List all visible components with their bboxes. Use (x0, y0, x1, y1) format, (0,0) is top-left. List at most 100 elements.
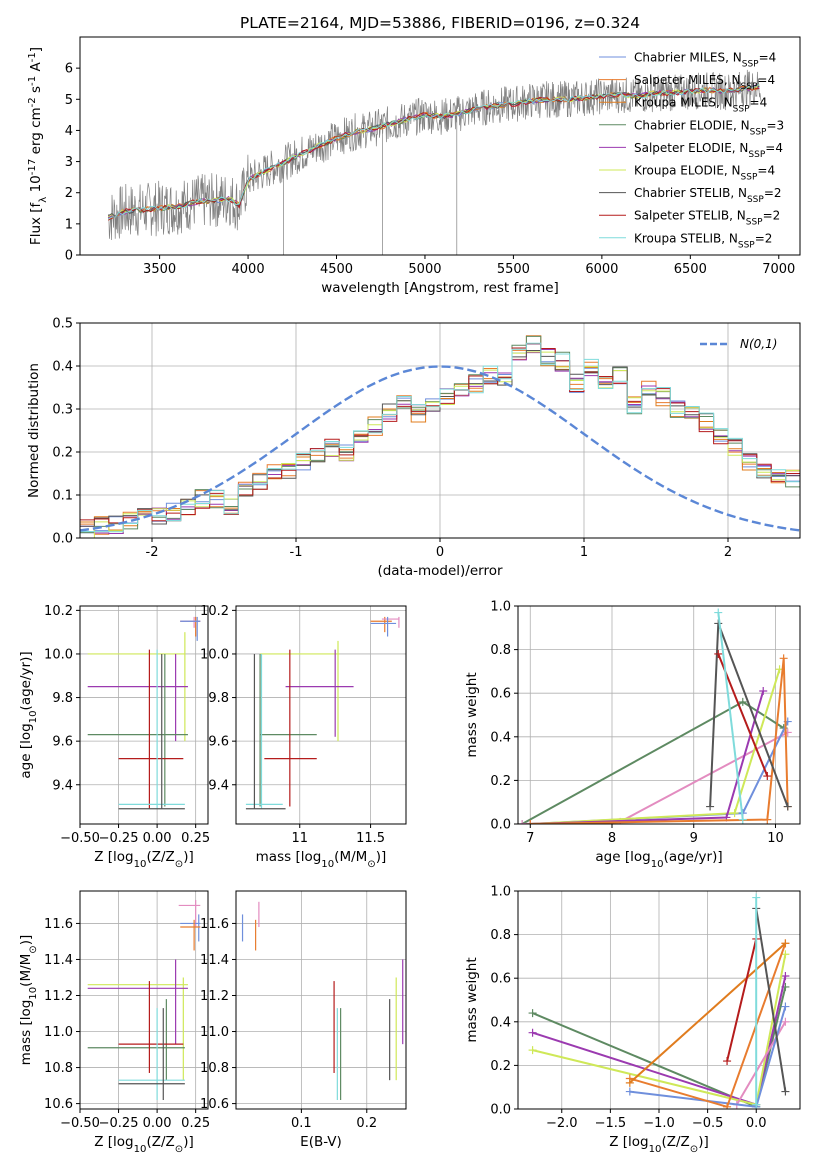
plot-area (528, 893, 790, 1109)
chart-z-vs-mass: −0.50−0.25 0.00 0.25 10.6 10.8 11.0 11.2 11.4 11… (18, 890, 210, 1155)
x-axis-label: Z [log10(Z/Z⊙)] (94, 849, 194, 870)
y-tick-label: 11.2 (200, 989, 229, 1004)
y-tick-label: 0 (65, 249, 73, 264)
weight-line (709, 623, 789, 807)
y-tick-label: 10.8 (200, 1061, 229, 1076)
y-tick-label: 9.6 (52, 735, 73, 750)
y-tick-label: 0.5 (52, 317, 73, 332)
y-tick-label: 11.0 (44, 1025, 73, 1040)
weight-marker (730, 809, 739, 818)
x-axis-label: Z [log10(Z/Z⊙)] (94, 1134, 194, 1155)
legend-label: N(0,1) (740, 337, 777, 351)
plot-area (107, 69, 762, 255)
x-tick-label: 2 (724, 545, 732, 560)
x-tick-label: 4000 (232, 262, 265, 277)
weight-marker (738, 815, 747, 824)
weight-marker (781, 1002, 790, 1011)
chart-ebv-vs-mass: 0.1 0.2 10.6 10.8 11.0 11.2 11.4 11.6 E(B-V) (200, 890, 407, 1150)
weight-marker (781, 1087, 790, 1096)
y-tick-label: 0.2 (52, 446, 73, 461)
legend-label: Salpeter MILES, NSSP=4 (634, 73, 775, 92)
y-axis-label: mass weight (464, 957, 480, 1042)
y-tick-label: 11.2 (44, 989, 73, 1004)
axes-frame (235, 890, 407, 1110)
x-tick-label: 0.25 (181, 1116, 210, 1131)
y-tick-label: 0.2 (490, 1059, 511, 1074)
chart-z-vs-age: −0.50−0.25 0.00 0.25 9.4 9.6 9.8 10.0 10.2 Z [lo… (18, 604, 210, 870)
x-tick-label: 11.5 (356, 831, 385, 846)
legend-label: Kroupa MILES, NSSP=4 (634, 96, 767, 115)
weight-marker (759, 687, 768, 696)
y-tick-label: 10.0 (200, 647, 229, 662)
y-tick-label: 0.4 (490, 730, 511, 745)
plot-area (87, 900, 201, 1100)
x-tick-label: 6500 (674, 262, 707, 277)
y-tick-label: 10.0 (44, 647, 73, 662)
x-tick-label: −0.5 (692, 1116, 724, 1131)
axes-frame (235, 605, 407, 825)
chart-age-vs-weight: 7 8 9 10 0.0 0.2 0.4 0.6 0.8 1.0 age [log10(age/yr… (464, 600, 801, 870)
weight-marker (752, 1100, 761, 1109)
x-tick-label: 0.0 (746, 1116, 767, 1131)
weight-marker (781, 1017, 790, 1026)
weight-marker (723, 1057, 732, 1066)
y-tick-label: 9.8 (52, 691, 73, 706)
y-tick-label: 10.6 (44, 1097, 73, 1112)
weight-line (717, 612, 744, 820)
y-tick-label: 0.0 (490, 1103, 511, 1118)
x-tick-label: 3500 (143, 262, 176, 277)
x-tick-label: 7 (526, 831, 534, 846)
y-tick-label: 0.0 (490, 818, 511, 833)
x-tick-label: −0.25 (99, 831, 139, 846)
y-tick-label: 11.6 (44, 917, 73, 932)
y-tick-label: 0.6 (490, 972, 511, 987)
x-tick-label: −1.0 (643, 1116, 675, 1131)
weight-marker (738, 697, 747, 706)
chart-residual-histogram: -2 -1 0 1 2 0.0 0.1 0.2 0.3 0.4 0.5 (data-model)/er… (26, 317, 801, 579)
legend-label: Chabrier MILES, NSSP=4 (634, 51, 776, 70)
legend-label: Kroupa ELODIE, NSSP=4 (634, 164, 775, 183)
y-tick-label: 10.6 (200, 1097, 229, 1112)
x-tick-label: 6000 (585, 262, 618, 277)
y-tick-label: 0.8 (490, 643, 511, 658)
y-axis-label: Normed distribution (26, 363, 42, 498)
y-tick-label: 5 (65, 93, 73, 108)
x-tick-label: 9 (690, 831, 698, 846)
x-tick-label: 5500 (497, 262, 530, 277)
y-tick-label: 10.2 (200, 604, 229, 619)
x-tick-label: 0 (436, 545, 444, 560)
y-tick-label: 0.4 (52, 360, 73, 375)
y-tick-label: 0.2 (490, 774, 511, 789)
weight-line (629, 942, 787, 1084)
x-tick-label: 0.2 (356, 1116, 377, 1131)
weight-marker (752, 893, 761, 902)
histogram-kroupa-stelib (80, 342, 800, 533)
legend-label: Salpeter ELODIE, NSSP=4 (634, 141, 783, 160)
x-tick-label: -2 (146, 545, 159, 560)
weight-marker (763, 772, 772, 781)
x-axis-label: (data-model)/error (377, 563, 503, 579)
x-axis-label: age [log10(age/yr)] (595, 849, 722, 870)
y-tick-label: 11.6 (200, 917, 229, 932)
axes-frame (517, 605, 801, 825)
axes-frame (79, 890, 209, 1110)
y-tick-label: 11.4 (200, 953, 229, 968)
y-tick-label: 3 (65, 155, 73, 170)
x-tick-label: 0.00 (143, 831, 172, 846)
x-tick-label: -1 (290, 545, 303, 560)
y-tick-label: 0.8 (490, 928, 511, 943)
weight-marker (781, 950, 790, 959)
weight-marker (528, 1046, 537, 1055)
legend-label: Kroupa STELIB, NSSP=2 (634, 231, 772, 250)
y-axis-label: mass [log10(M/M⊙)] (18, 935, 39, 1066)
plot-area (245, 616, 400, 810)
y-tick-label: 4 (65, 124, 73, 139)
x-tick-label: 0.25 (181, 831, 210, 846)
x-tick-label: −0.25 (99, 1116, 139, 1131)
weight-marker (528, 1009, 537, 1018)
axes-frame (79, 322, 801, 539)
y-tick-label: 6 (65, 62, 73, 77)
weight-marker (763, 815, 772, 824)
legend-label: Salpeter STELIB, NSSP=2 (634, 209, 780, 228)
